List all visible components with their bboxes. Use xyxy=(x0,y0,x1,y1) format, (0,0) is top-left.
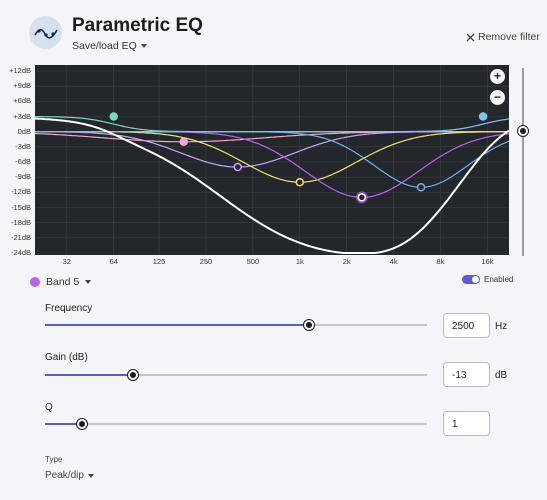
frequency-unit: Hz xyxy=(495,321,508,332)
remove-filter-button[interactable]: Remove filter xyxy=(466,31,540,43)
x-tick-label: 1k xyxy=(295,257,304,266)
y-tick-label: +3dB xyxy=(13,111,31,121)
x-tick-label: 8k xyxy=(436,257,445,266)
band-color-dot xyxy=(30,277,40,287)
eq-response-chart[interactable]: + − xyxy=(34,65,510,255)
gain-label: Gain (dB) xyxy=(45,352,88,363)
band-node-handle[interactable] xyxy=(357,193,367,202)
x-tick-label: 500 xyxy=(246,257,260,266)
y-tick-label: 0dB xyxy=(17,126,31,136)
x-tick-label: 125 xyxy=(152,257,166,266)
band-curve xyxy=(35,118,510,133)
type-dropdown[interactable]: Peak/dip xyxy=(45,470,94,481)
y-tick-label: -18dB xyxy=(10,217,31,227)
band-node-handle[interactable] xyxy=(295,177,305,187)
frequency-slider-fill xyxy=(45,324,309,326)
q-label: Q xyxy=(45,402,53,413)
gain-slider[interactable] xyxy=(45,370,427,380)
save-load-eq-dropdown[interactable]: Save/load EQ xyxy=(72,40,147,52)
x-tick-label: 2k xyxy=(342,257,351,266)
band-curve xyxy=(34,131,509,143)
gain-input[interactable]: -13 xyxy=(443,362,490,387)
y-tick-label: -3dB xyxy=(15,141,31,151)
frequency-slider[interactable] xyxy=(45,320,427,330)
y-tick-label: -9dB xyxy=(15,172,31,182)
q-slider[interactable] xyxy=(45,419,427,429)
y-tick-label: -21dB xyxy=(10,232,31,242)
zoom-out-button[interactable]: − xyxy=(490,90,505,105)
x-tick-label: 16k xyxy=(481,257,494,266)
band-label: Band 5 xyxy=(46,276,80,288)
zoom-in-button[interactable]: + xyxy=(490,69,505,84)
x-tick-label: 64 xyxy=(109,257,118,266)
band-node-handle[interactable] xyxy=(179,137,188,147)
band-selector-dropdown[interactable]: Band 5 xyxy=(30,276,92,288)
gain-scale-slider-track[interactable] xyxy=(522,68,524,256)
x-tick-label: 32 xyxy=(62,257,71,266)
type-label: Type xyxy=(45,455,63,464)
band-node-handle[interactable] xyxy=(233,162,243,172)
eq-response-plot[interactable] xyxy=(34,65,510,255)
save-load-eq-label: Save/load EQ xyxy=(72,40,137,52)
y-tick-label: +9dB xyxy=(13,81,31,91)
x-tick-label: 250 xyxy=(199,257,213,266)
combined-response-curve xyxy=(34,117,510,254)
frequency-input[interactable]: 2500 xyxy=(443,313,490,338)
frequency-slider-thumb[interactable] xyxy=(303,320,314,330)
type-value: Peak/dip xyxy=(45,470,84,481)
app-logo xyxy=(29,16,62,49)
band-node-handle[interactable] xyxy=(416,183,426,192)
y-tick-label: -15dB xyxy=(10,202,31,212)
y-tick-label: -12dB xyxy=(10,187,31,197)
close-icon xyxy=(466,33,475,41)
gain-unit: dB xyxy=(495,370,508,381)
gain-slider-fill xyxy=(45,374,133,376)
q-slider-thumb[interactable] xyxy=(76,419,87,429)
band-curve xyxy=(35,131,510,188)
band-enabled-label: Enabled xyxy=(484,275,514,284)
frequency-label: Frequency xyxy=(45,303,93,314)
band-node-handle[interactable] xyxy=(109,112,118,121)
y-tick-label: +6dB xyxy=(13,96,31,106)
x-tick-label: 4k xyxy=(389,257,398,266)
q-input[interactable]: 1 xyxy=(443,411,490,436)
band-enabled-toggle[interactable] xyxy=(462,275,480,284)
gain-slider-thumb[interactable] xyxy=(127,370,138,380)
band-node-handle[interactable] xyxy=(478,112,488,121)
q-slider-fill xyxy=(45,423,82,425)
chevron-down-icon xyxy=(140,44,147,48)
y-tick-label: -24dB xyxy=(10,248,31,257)
chevron-down-icon xyxy=(87,473,94,478)
gain-scale-slider-thumb[interactable] xyxy=(518,125,528,136)
band-curve xyxy=(35,115,509,133)
band-curve xyxy=(35,131,509,183)
y-tick-label: -6dB xyxy=(15,157,31,166)
y-tick-label: +12dB xyxy=(9,66,31,75)
eq-curve-icon xyxy=(33,28,58,39)
remove-filter-label: Remove filter xyxy=(478,31,540,43)
page-title: Parametric EQ xyxy=(72,15,203,36)
chevron-down-icon xyxy=(85,280,92,284)
band-curve xyxy=(35,131,510,198)
